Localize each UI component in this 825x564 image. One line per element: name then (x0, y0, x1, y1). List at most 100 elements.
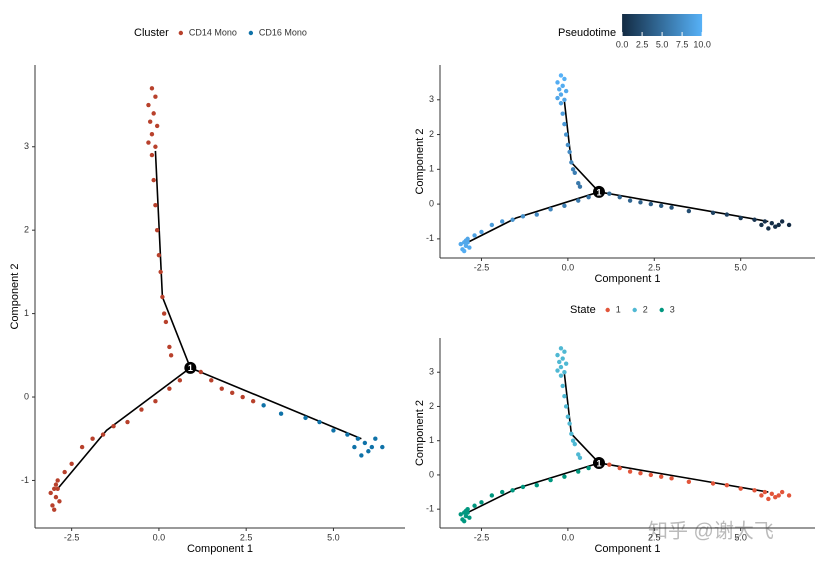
x-tick-label: 0.0 (562, 262, 575, 272)
y-tick-label: 0 (429, 469, 434, 479)
branch-point (592, 185, 605, 198)
point (557, 359, 562, 365)
point (125, 419, 130, 425)
point (786, 493, 792, 498)
point (563, 404, 569, 409)
x-tick-label: 0.0 (153, 532, 166, 542)
point (489, 493, 495, 498)
point (209, 378, 214, 383)
point (472, 503, 477, 508)
legend-label: CD16 Mono (259, 27, 307, 37)
point (463, 243, 469, 249)
colorbar-tick-label: 2.5 (636, 39, 649, 49)
point (198, 369, 204, 375)
point (55, 478, 60, 483)
point (69, 461, 74, 466)
point (50, 503, 55, 508)
point (467, 245, 472, 250)
point (563, 88, 569, 94)
point (669, 476, 674, 481)
y-tick-label: 2 (429, 401, 434, 411)
point (565, 142, 571, 148)
colorbar-tick-label: 5.0 (656, 39, 669, 49)
point (489, 222, 495, 228)
point (160, 294, 165, 300)
point (627, 469, 633, 474)
point (773, 224, 778, 229)
branch-label: 1 (596, 187, 601, 197)
point (380, 444, 385, 450)
point (577, 184, 583, 189)
point (156, 253, 162, 258)
point (139, 407, 144, 412)
point (776, 493, 781, 498)
point (560, 356, 565, 361)
point (586, 194, 591, 200)
point (51, 486, 57, 491)
colorbar (622, 14, 703, 36)
x-tick-label: -2.5 (474, 262, 490, 272)
point (467, 515, 472, 520)
legend-title: State (570, 304, 596, 316)
point (158, 269, 163, 275)
point (560, 83, 565, 89)
point (463, 238, 469, 243)
point (576, 469, 581, 474)
point (520, 214, 526, 219)
x-tick-label: 2.5 (648, 262, 661, 272)
point (154, 227, 160, 233)
point (555, 352, 560, 358)
point (560, 383, 565, 389)
point (79, 444, 85, 450)
trajectory (57, 367, 191, 490)
point (90, 436, 95, 441)
point (627, 198, 633, 203)
point (567, 149, 572, 155)
point (617, 465, 622, 471)
point (759, 493, 764, 498)
point (724, 483, 730, 488)
point (458, 241, 463, 247)
legend-marker (659, 307, 664, 313)
point (458, 512, 463, 517)
legend-title: Pseudotime (558, 27, 616, 39)
x-tick-label: 5.0 (734, 532, 747, 542)
point (153, 202, 158, 208)
point (151, 111, 156, 116)
point (576, 198, 581, 203)
point (53, 494, 59, 500)
point (230, 390, 235, 396)
x-tick-label: 5.0 (327, 532, 340, 542)
branch-label: 1 (188, 363, 193, 373)
point (570, 438, 576, 443)
point (240, 394, 245, 400)
point (752, 488, 757, 493)
point (149, 132, 155, 137)
y-tick-label: -1 (426, 233, 434, 243)
point (57, 499, 62, 504)
x-axis-label: Component 1 (594, 543, 660, 555)
point (762, 219, 768, 224)
point (759, 222, 764, 228)
point (510, 488, 515, 493)
y-tick-label: 3 (429, 94, 434, 104)
point (48, 490, 53, 496)
x-tick-label: 2.5 (240, 532, 253, 542)
point (100, 432, 106, 437)
legend-marker (248, 30, 254, 36)
point (773, 494, 778, 500)
point (373, 436, 378, 441)
y-tick-label: 0 (429, 198, 434, 208)
trajectory (598, 191, 769, 223)
y-tick-label: -1 (426, 504, 434, 514)
point (738, 486, 743, 491)
point (168, 353, 174, 358)
point (555, 95, 560, 101)
x-axis-label: Component 1 (187, 543, 253, 555)
point (362, 440, 368, 446)
point (177, 378, 183, 383)
point (565, 414, 571, 419)
point (607, 462, 612, 467)
point (570, 167, 576, 172)
point (607, 191, 612, 196)
